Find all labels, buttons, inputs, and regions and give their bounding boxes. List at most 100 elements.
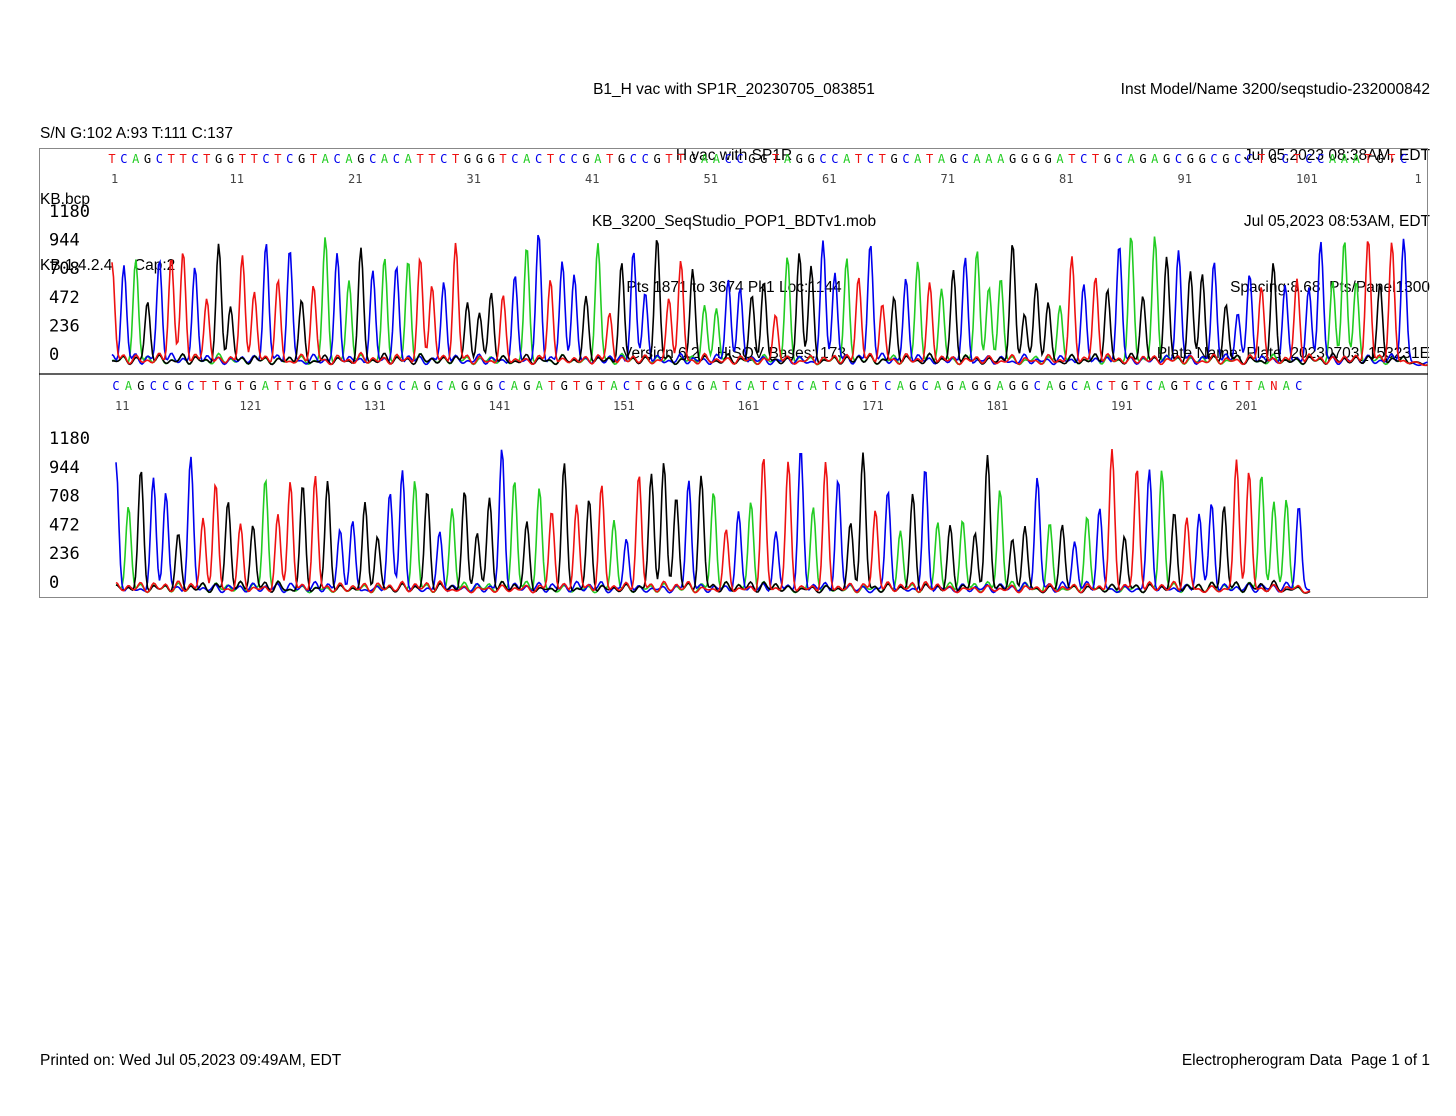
base-call: G xyxy=(1171,379,1178,393)
base-call: G xyxy=(1187,152,1194,166)
position-label: 141 xyxy=(489,399,511,413)
base-call: A xyxy=(511,379,519,393)
base-call: T xyxy=(239,152,246,166)
base-call: C xyxy=(436,379,443,393)
run-start-time: Jul 05,2023 08:38AM, EDT xyxy=(1243,147,1430,164)
y-tick-label: 1180 xyxy=(49,429,90,449)
base-call: C xyxy=(867,152,874,166)
y-tick-label: 1180 xyxy=(49,202,90,222)
base-call: A xyxy=(610,379,618,393)
base-call: A xyxy=(262,379,270,393)
trace-T-panel-1 xyxy=(111,241,1428,367)
position-label: 191 xyxy=(1111,399,1133,413)
base-call: A xyxy=(523,152,531,166)
base-call: C xyxy=(772,379,779,393)
base-call: T xyxy=(212,379,219,393)
base-call: G xyxy=(890,152,897,166)
base-call: C xyxy=(156,152,163,166)
base-call: C xyxy=(1317,152,1324,166)
base-call: G xyxy=(1033,152,1040,166)
base-call: T xyxy=(926,152,933,166)
base-call: T xyxy=(1068,152,1075,166)
position-label: 161 xyxy=(738,399,760,413)
base-call: G xyxy=(476,152,483,166)
base-call: C xyxy=(1071,379,1078,393)
base-call: T xyxy=(312,379,319,393)
base-call: T xyxy=(179,152,186,166)
basecaller-version-cap: KB 1.4.2.4 Cap:2 xyxy=(40,257,176,274)
base-call: G xyxy=(1009,379,1016,393)
base-call: A xyxy=(997,152,1005,166)
electropherogram-frame xyxy=(39,148,1428,598)
base-call: G xyxy=(1104,152,1111,166)
base-call: C xyxy=(187,379,194,393)
base-call: G xyxy=(357,152,364,166)
base-call: T xyxy=(428,152,435,166)
base-call: T xyxy=(1245,379,1252,393)
base-call: T xyxy=(785,379,792,393)
base-call: G xyxy=(947,379,954,393)
base-call: C xyxy=(1034,379,1041,393)
base-call: T xyxy=(822,379,829,393)
instrument-model: Inst Model/Name 3200/seqstudio-232000842 xyxy=(1120,81,1430,98)
base-call: C xyxy=(349,379,356,393)
base-call: A xyxy=(132,152,140,166)
base-call: G xyxy=(1021,152,1028,166)
base-call: A xyxy=(938,152,946,166)
base-call: T xyxy=(1233,379,1240,393)
base-call: G xyxy=(175,379,182,393)
base-call: A xyxy=(1151,152,1159,166)
position-label: 181 xyxy=(987,399,1009,413)
base-call: G xyxy=(523,379,530,393)
base-call: C xyxy=(642,152,649,166)
base-call: C xyxy=(1196,379,1203,393)
base-call: C xyxy=(1210,152,1217,166)
base-call: C xyxy=(559,152,566,166)
base-call: G xyxy=(144,152,151,166)
base-call: C xyxy=(393,152,400,166)
base-call: G xyxy=(1220,379,1227,393)
base-call: T xyxy=(1388,152,1395,166)
base-call: G xyxy=(950,152,957,166)
position-label: 41 xyxy=(585,172,599,186)
base-call: T xyxy=(203,152,210,166)
position-label: 91 xyxy=(1178,172,1192,186)
base-call: A xyxy=(594,152,602,166)
base-call: T xyxy=(855,152,862,166)
base-call: C xyxy=(736,152,743,166)
trace-G-panel-2 xyxy=(115,452,1311,594)
base-call: G xyxy=(1222,152,1229,166)
base-call: G xyxy=(299,379,306,393)
base-call: T xyxy=(287,379,294,393)
header-left: S/N G:102 A:93 T:111 C:137 KB.bcp KB 1.4… xyxy=(40,79,233,299)
position-label: 201 xyxy=(1236,399,1258,413)
base-call: T xyxy=(573,379,580,393)
base-call: T xyxy=(200,379,207,393)
base-call: G xyxy=(585,379,592,393)
base-call: A xyxy=(973,152,981,166)
base-call: A xyxy=(1353,152,1361,166)
base-call: T xyxy=(452,152,459,166)
y-tick-label: 236 xyxy=(49,544,80,564)
base-call: T xyxy=(251,152,258,166)
base-call: A xyxy=(405,152,413,166)
base-call: G xyxy=(909,379,916,393)
base-call: C xyxy=(834,379,841,393)
base-call: C xyxy=(922,379,929,393)
base-call: T xyxy=(598,379,605,393)
base-call: G xyxy=(249,379,256,393)
base-call: A xyxy=(996,379,1004,393)
base-call: G xyxy=(698,379,705,393)
position-label: 131 xyxy=(364,399,386,413)
base-call: G xyxy=(748,152,755,166)
base-call: G xyxy=(653,152,660,166)
position-label: 1 xyxy=(1415,172,1422,186)
sample-name: H vac with SP1R xyxy=(675,147,793,164)
y-tick-label: 236 xyxy=(49,316,80,336)
base-call: A xyxy=(934,379,942,393)
base-call: G xyxy=(808,152,815,166)
base-call: A xyxy=(843,152,851,166)
run-end-time: Jul 05,2023 08:53AM, EDT xyxy=(1243,213,1430,230)
y-tick-label: 0 xyxy=(49,573,59,593)
base-call: T xyxy=(1364,152,1371,166)
